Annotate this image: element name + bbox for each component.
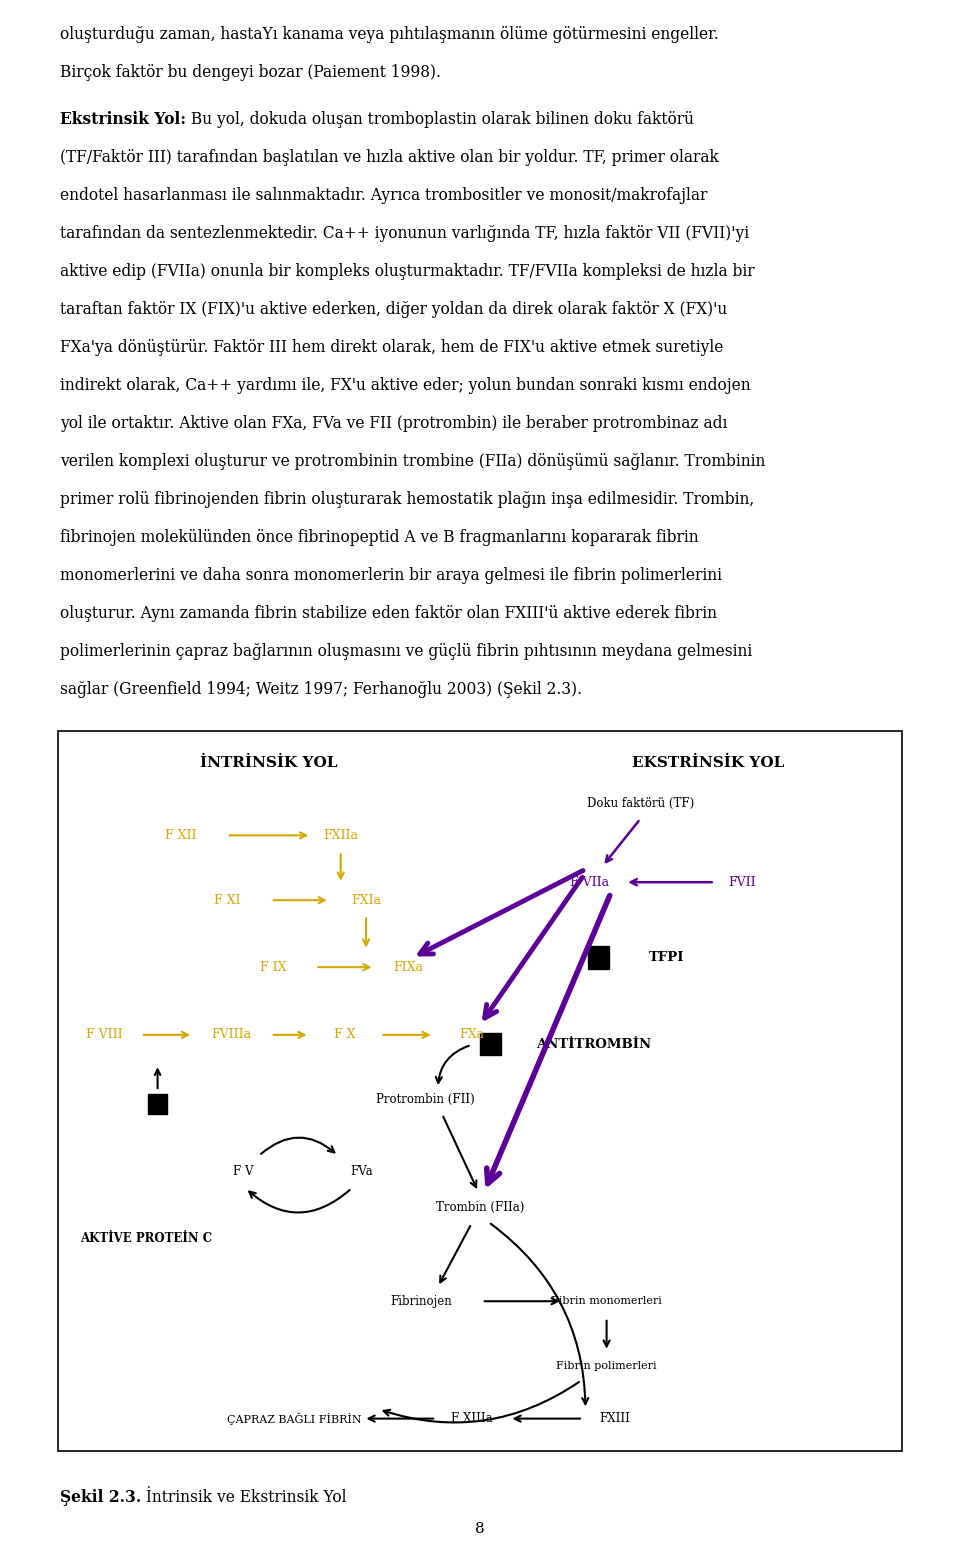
Text: verilen komplexi oluşturur ve protrombinin trombine (FIIa) dönüşümü sağlanır. Tr: verilen komplexi oluşturur ve protrombin…	[60, 453, 765, 470]
Text: F XII: F XII	[164, 829, 196, 841]
Text: Ekstrinsik Yol:: Ekstrinsik Yol:	[60, 111, 186, 128]
Text: ÇAPRAZ BAĞLI FİBRİN: ÇAPRAZ BAĞLI FİBRİN	[227, 1413, 362, 1425]
Text: FXa: FXa	[459, 1029, 484, 1041]
Text: oluşturduğu zaman, hastaYı kanama veya pıhtılaşmanın ölüme götürmesini engeller.: oluşturduğu zaman, hastaYı kanama veya p…	[60, 27, 719, 44]
Text: fibrinojen molekülünden önce fibrinopeptid A ve B fragmanlarını kopararak fibrin: fibrinojen molekülünden önce fibrinopept…	[60, 529, 699, 546]
Bar	[148, 1094, 167, 1115]
Bar	[58, 731, 902, 1452]
Text: aktive edip (FVIIa) onunla bir kompleks oluşturmaktadır. TF/FVIIa kompleksi de h: aktive edip (FVIIa) onunla bir kompleks …	[60, 262, 755, 279]
Text: FXIII: FXIII	[600, 1413, 631, 1425]
Text: polimerlerinin çapraz bağlarının oluşmasını ve güçlü fibrin pıhtısının meydana g: polimerlerinin çapraz bağlarının oluşmas…	[60, 643, 753, 660]
Text: Protrombin (FII): Protrombin (FII)	[375, 1093, 474, 1107]
Text: F X: F X	[334, 1029, 356, 1041]
Text: FVII: FVII	[728, 876, 756, 888]
Text: Doku faktörü (TF): Doku faktörü (TF)	[587, 796, 694, 810]
Text: taraftan faktör IX (FIX)'u aktive ederken, diğer yoldan da direk olarak faktör X: taraftan faktör IX (FIX)'u aktive ederke…	[60, 301, 728, 318]
Text: FVIIIa: FVIIIa	[211, 1029, 252, 1041]
Text: F IX: F IX	[260, 960, 286, 974]
Text: Birçok faktör bu dengeyi bozar (Paiement 1998).: Birçok faktör bu dengeyi bozar (Paiement…	[60, 64, 441, 81]
Text: AKTİVE PROTEİN C: AKTİVE PROTEİN C	[81, 1232, 213, 1246]
Text: F VIIa: F VIIa	[570, 876, 610, 888]
Text: F XI: F XI	[213, 894, 240, 907]
Text: F XIIIa: F XIIIa	[451, 1413, 492, 1425]
Text: primer rolü fibrinojenden fibrin oluşturarak hemostatik plağın inşa edilmesidir.: primer rolü fibrinojenden fibrin oluştur…	[60, 492, 755, 507]
Text: İntrinsik ve Ekstrinsik Yol: İntrinsik ve Ekstrinsik Yol	[141, 1489, 347, 1506]
Text: TFPI: TFPI	[649, 951, 684, 965]
Bar	[588, 946, 609, 969]
Text: endotel hasarlanması ile salınmaktadır. Ayrıca trombositler ve monosit/makrofajl: endotel hasarlanması ile salınmaktadır. …	[60, 187, 708, 204]
Text: FXa'ya dönüştürür. Faktör III hem direkt olarak, hem de FIX'u aktive etmek suret: FXa'ya dönüştürür. Faktör III hem direkt…	[60, 339, 724, 356]
Text: indirekt olarak, Ca++ yardımı ile, FX'u aktive eder; yolun bundan sonraki kısmı : indirekt olarak, Ca++ yardımı ile, FX'u …	[60, 378, 751, 393]
Text: tarafından da sentezlenmektedir. Ca++ iyonunun varlığında TF, hızla faktör VII (: tarafından da sentezlenmektedir. Ca++ iy…	[60, 225, 749, 242]
Text: ANTİTROMBİN: ANTİTROMBİN	[537, 1038, 652, 1051]
Text: FVa: FVa	[350, 1165, 373, 1179]
Bar	[480, 1033, 501, 1055]
Text: monomerlerini ve daha sonra monomerlerin bir araya gelmesi ile fibrin polimerler: monomerlerini ve daha sonra monomerlerin…	[60, 567, 722, 584]
Text: oluşturur. Aynı zamanda fibrin stabilize eden faktör olan FXIII'ü aktive ederek : oluşturur. Aynı zamanda fibrin stabilize…	[60, 606, 717, 621]
Text: F VIII: F VIII	[86, 1029, 123, 1041]
Text: yol ile ortaktır. Aktive olan FXa, FVa ve FII (protrombin) ile beraber protrombi: yol ile ortaktır. Aktive olan FXa, FVa v…	[60, 415, 728, 432]
Text: FXIa: FXIa	[351, 894, 381, 907]
Text: 8: 8	[475, 1522, 485, 1536]
Text: sağlar (Greenfield 1994; Weitz 1997; Ferhanoğlu 2003) (Şekil 2.3).: sağlar (Greenfield 1994; Weitz 1997; Fer…	[60, 681, 582, 698]
Text: FIXa: FIXa	[394, 960, 423, 974]
Text: F V: F V	[233, 1165, 254, 1179]
Text: İNTRİNSİK YOL: İNTRİNSİK YOL	[201, 757, 338, 771]
Text: Şekil 2.3.: Şekil 2.3.	[60, 1489, 141, 1506]
Text: Fibrin monomerleri: Fibrin monomerleri	[551, 1296, 662, 1307]
Text: Fibrinojen: Fibrinojen	[390, 1294, 452, 1308]
Text: Bu yol, dokuda oluşan tromboplastin olarak bilinen doku faktörü: Bu yol, dokuda oluşan tromboplastin olar…	[186, 111, 694, 128]
Text: (TF/Faktör III) tarafından başlatılan ve hızla aktive olan bir yoldur. TF, prime: (TF/Faktör III) tarafından başlatılan ve…	[60, 148, 719, 165]
Text: Trombin (FIIa): Trombin (FIIa)	[436, 1200, 524, 1214]
Text: EKSTRİNSİK YOL: EKSTRİNSİK YOL	[632, 757, 784, 771]
Text: FXIIa: FXIIa	[324, 829, 358, 841]
Text: Fibrin polimerleri: Fibrin polimerleri	[556, 1361, 657, 1371]
